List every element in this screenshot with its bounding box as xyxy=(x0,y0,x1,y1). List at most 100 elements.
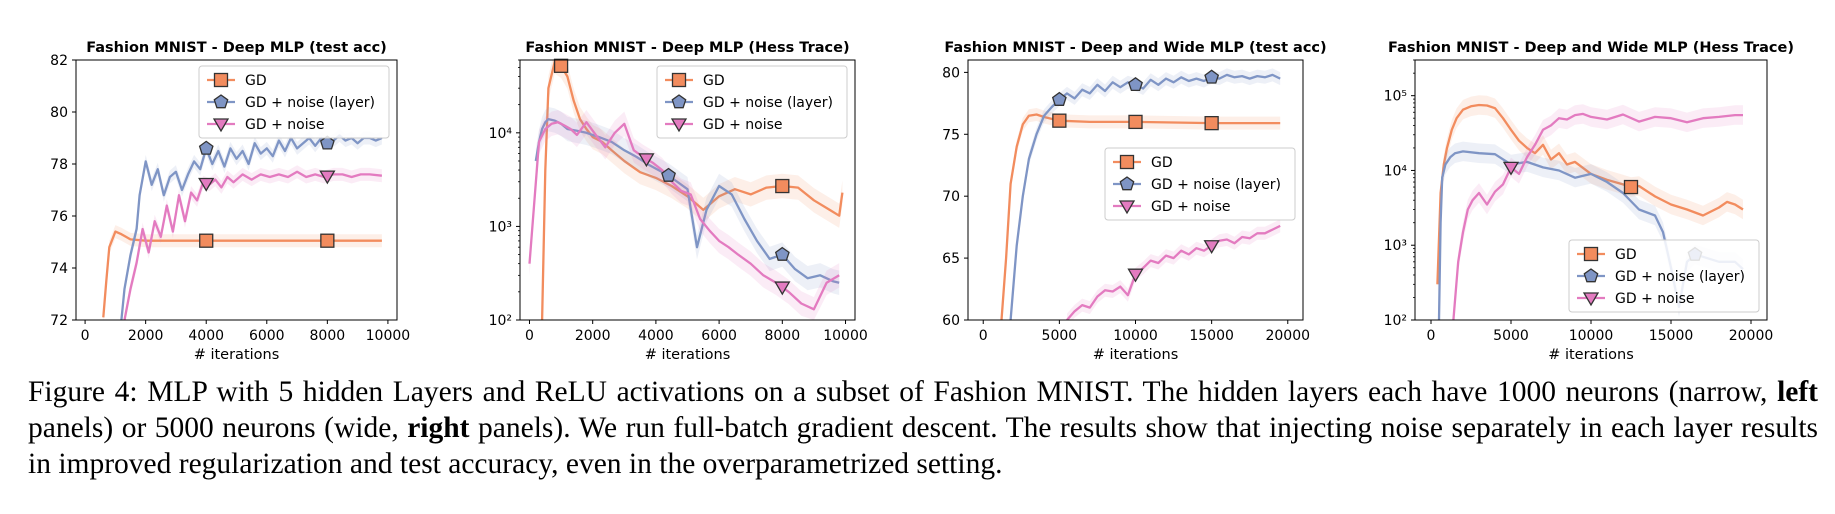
series-3-point-2 xyxy=(319,170,336,185)
legend-marker-1 xyxy=(1583,246,1599,262)
legend-marker-1 xyxy=(671,72,687,88)
series-band-1 xyxy=(1437,95,1743,295)
y-tick-label: 78 xyxy=(50,157,68,173)
y-tick-label: 80 xyxy=(942,65,960,81)
series-band-3 xyxy=(529,110,840,320)
y-tick-label: 76 xyxy=(50,209,68,225)
x-tick-label: 0 xyxy=(81,328,90,344)
legend-label-3: GD + noise xyxy=(1151,199,1231,215)
legend-marker-2 xyxy=(671,94,687,109)
y-tick-label: 10² xyxy=(489,313,512,329)
series-1-point-2 xyxy=(320,233,335,248)
y-tick-label: 10³ xyxy=(1384,238,1407,254)
legend-marker-2 xyxy=(213,94,229,109)
legend-marker-3 xyxy=(212,118,230,133)
series-1-point-2 xyxy=(775,178,790,194)
x-axis-label: # iterations xyxy=(1093,347,1179,363)
caption-label: Figure 4: xyxy=(28,376,138,408)
y-tick-label: 75 xyxy=(942,127,960,143)
series-1-point-1 xyxy=(1623,179,1639,195)
series-3-point-1 xyxy=(1502,161,1520,176)
y-tick-label: 65 xyxy=(942,251,960,267)
legend-label-2: GD + noise (layer) xyxy=(1151,177,1281,193)
legend: GD GD + noise (layer) GD + noise xyxy=(1104,147,1296,221)
series-line-2 xyxy=(120,134,383,320)
legend-marker-3 xyxy=(1582,292,1600,307)
x-tick-label: 15000 xyxy=(1189,328,1234,344)
figure-charts: Fashion MNIST - Deep MLP (test acc) 0 2000… xyxy=(50,40,1794,363)
chart-title: Fashion MNIST - Deep MLP (test acc) xyxy=(86,40,387,56)
chart-panel-3: Fashion MNIST - Deep and Wide MLP (test … xyxy=(942,40,1327,363)
series-group xyxy=(102,128,383,320)
x-tick-label: 15000 xyxy=(1649,328,1694,344)
series-3-point-2 xyxy=(1203,240,1220,255)
legend-marker-2 xyxy=(1119,176,1135,191)
x-tick-label: 6000 xyxy=(701,328,737,344)
series-3-point-1 xyxy=(198,177,215,192)
y-tick-label: 10⁴ xyxy=(1384,163,1408,179)
legend-label-1: GD xyxy=(1615,247,1637,263)
caption-text-2: panels) or 5000 neurons (wide, xyxy=(28,412,408,444)
y-tick-label: 10³ xyxy=(489,219,512,235)
series-band-2 xyxy=(121,128,382,320)
legend-label-3: GD + noise xyxy=(703,117,783,133)
figure-caption: Figure 4: MLP with 5 hidden Layers and R… xyxy=(28,374,1818,482)
x-tick-label: 4000 xyxy=(638,328,674,344)
series-1-point-1 xyxy=(1052,113,1067,128)
x-axis-label: # iterations xyxy=(645,347,731,363)
x-tick-label: 0 xyxy=(1427,328,1436,344)
plot-frame xyxy=(75,59,398,321)
y-tick-label: 70 xyxy=(942,189,960,205)
series-2-point-1 xyxy=(1051,91,1067,106)
caption-bold-left: left xyxy=(1777,376,1818,408)
series-1-point-3 xyxy=(1204,115,1219,131)
series-3-point-2 xyxy=(774,281,791,296)
legend-label-2: GD + noise (layer) xyxy=(245,95,375,111)
chart-title: Fashion MNIST - Deep and Wide MLP (test … xyxy=(944,40,1326,56)
legend-box xyxy=(656,65,848,139)
legend-label-3: GD + noise xyxy=(1615,291,1695,307)
legend-label-1: GD xyxy=(245,73,267,89)
x-tick-label: 6000 xyxy=(249,328,285,344)
chart-panel-2: Fashion MNIST - Deep MLP (Hess Trace) 0 20… xyxy=(489,40,868,363)
x-tick-label: 0 xyxy=(525,328,534,344)
y-tick-label: 80 xyxy=(50,105,68,121)
series-2-point-3 xyxy=(1204,69,1220,84)
x-tick-label: 20000 xyxy=(1265,328,1310,344)
legend-label-1: GD xyxy=(703,73,725,89)
y-tick-label: 10² xyxy=(1384,313,1407,329)
legend-label-1: GD xyxy=(1151,155,1173,171)
x-tick-label: 0 xyxy=(979,328,988,344)
series-group xyxy=(1436,95,1744,320)
y-tick-label: 82 xyxy=(50,53,68,69)
x-tick-label: 20000 xyxy=(1729,328,1774,344)
x-tick-label: 2000 xyxy=(575,328,611,344)
y-tick-label: 72 xyxy=(50,313,68,329)
series-3-point-1 xyxy=(638,153,655,168)
legend-marker-2 xyxy=(1583,268,1599,283)
series-band-2 xyxy=(1439,141,1743,320)
x-tick-label: 8000 xyxy=(310,328,346,344)
series-line-1 xyxy=(102,230,382,318)
x-tick-label: 10000 xyxy=(1113,328,1158,344)
plot-frame xyxy=(519,59,856,321)
series-band-3 xyxy=(1067,219,1281,320)
x-tick-label: 5000 xyxy=(1493,328,1529,344)
series-2-point-2 xyxy=(1128,77,1143,92)
legend-marker-1 xyxy=(213,72,229,88)
caption-text-1: MLP with 5 hidden Layers and ReLU activa… xyxy=(137,376,1778,408)
series-band-1 xyxy=(542,60,843,320)
legend: GD GD + noise (layer) GD + noise xyxy=(656,65,848,139)
series-2-point-1 xyxy=(661,167,676,182)
series-line-3 xyxy=(528,121,840,311)
x-tick-label: 10000 xyxy=(366,328,411,344)
y-tick-label: 10⁵ xyxy=(1384,89,1407,105)
caption-text-3: panels). We run full-batch gradient desc… xyxy=(28,412,1819,480)
series-band-1 xyxy=(1001,108,1281,320)
x-tick-label: 4000 xyxy=(188,328,224,344)
series-2-point-1 xyxy=(198,140,214,155)
legend-box xyxy=(1568,239,1760,313)
legend-label-2: GD + noise (layer) xyxy=(1615,269,1745,285)
x-tick-label: 10000 xyxy=(1569,328,1614,344)
x-axis-label: # iterations xyxy=(1548,347,1634,363)
